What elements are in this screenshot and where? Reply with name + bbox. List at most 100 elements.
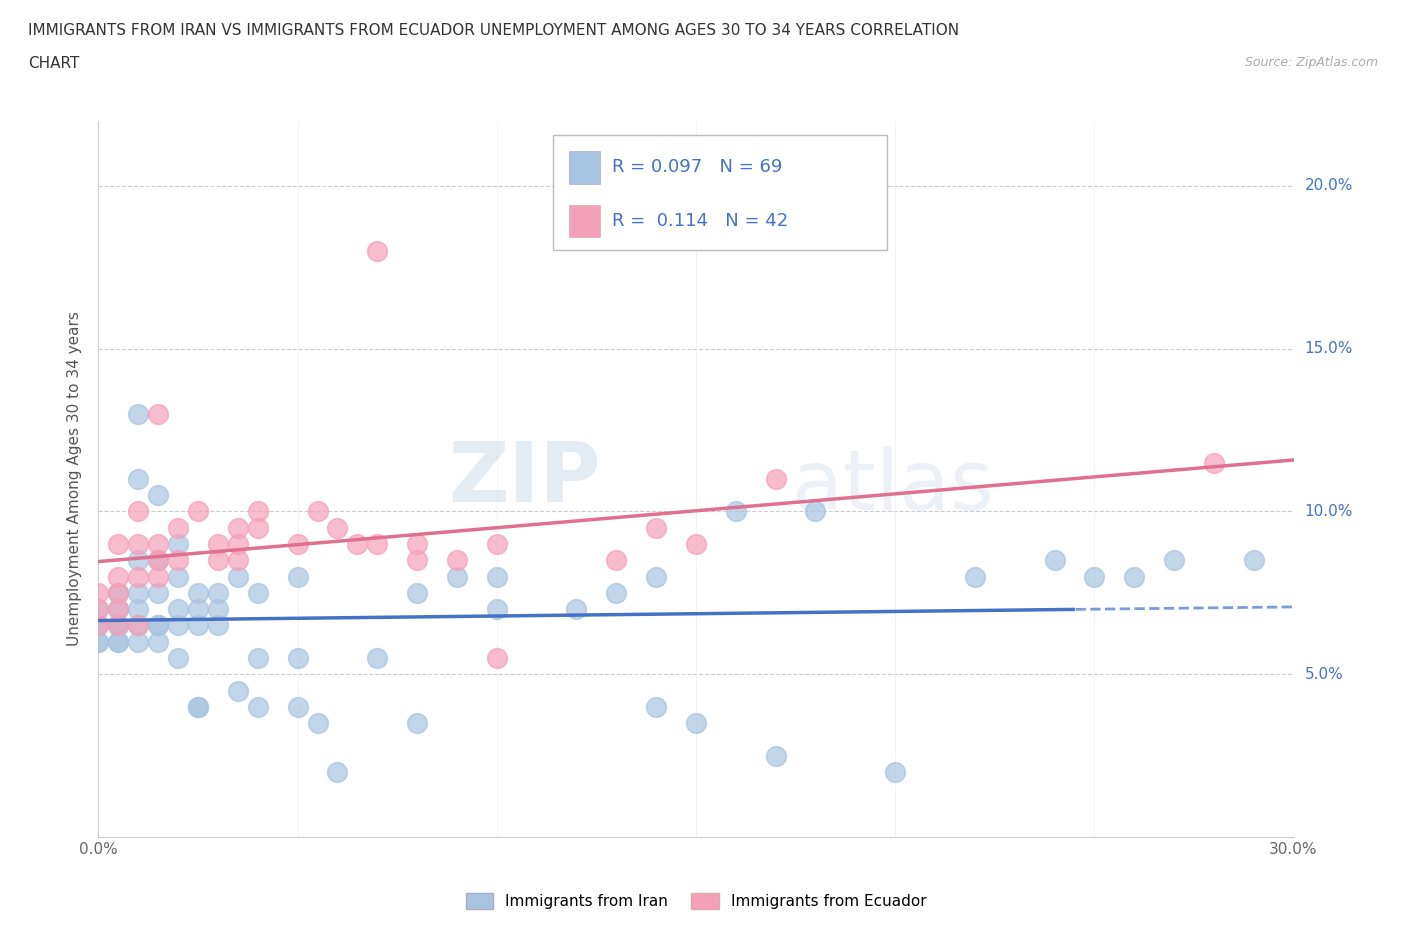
Immigrants from Iran <box>287 699 309 714</box>
Immigrants from Iran <box>127 552 149 567</box>
Immigrants from Ecuador <box>167 552 190 567</box>
Text: 15.0%: 15.0% <box>1305 341 1353 356</box>
Immigrants from Iran <box>326 764 349 779</box>
Immigrants from Ecuador <box>87 586 110 601</box>
Immigrants from Iran <box>1083 569 1105 584</box>
Immigrants from Iran <box>1043 552 1066 567</box>
Immigrants from Ecuador <box>107 602 129 617</box>
Immigrants from Iran <box>107 602 129 617</box>
Immigrants from Ecuador <box>287 537 309 551</box>
Immigrants from Ecuador <box>87 618 110 633</box>
Text: 5.0%: 5.0% <box>1305 667 1343 682</box>
Immigrants from Iran <box>207 586 229 601</box>
Immigrants from Iran <box>765 748 787 763</box>
Immigrants from Ecuador <box>685 537 707 551</box>
Immigrants from Ecuador <box>406 537 429 551</box>
Immigrants from Iran <box>148 586 170 601</box>
Text: 10.0%: 10.0% <box>1305 504 1353 519</box>
Immigrants from Iran <box>107 618 129 633</box>
Immigrants from Ecuador <box>246 504 269 519</box>
Immigrants from Ecuador <box>485 651 508 666</box>
Immigrants from Iran <box>127 634 149 649</box>
Immigrants from Iran <box>226 569 249 584</box>
Immigrants from Iran <box>127 618 149 633</box>
Immigrants from Iran <box>246 586 269 601</box>
Immigrants from Ecuador <box>326 521 349 536</box>
Immigrants from Iran <box>884 764 907 779</box>
Immigrants from Iran <box>107 634 129 649</box>
Immigrants from Iran <box>187 699 209 714</box>
Immigrants from Iran <box>148 552 170 567</box>
Immigrants from Iran <box>107 618 129 633</box>
Immigrants from Iran <box>1163 552 1185 567</box>
Immigrants from Iran <box>485 602 508 617</box>
Immigrants from Iran <box>167 602 190 617</box>
Immigrants from Iran <box>226 683 249 698</box>
Immigrants from Ecuador <box>127 504 149 519</box>
Immigrants from Ecuador <box>107 569 129 584</box>
Immigrants from Iran <box>565 602 588 617</box>
Text: Source: ZipAtlas.com: Source: ZipAtlas.com <box>1244 56 1378 69</box>
Immigrants from Ecuador <box>246 521 269 536</box>
Immigrants from Iran <box>246 651 269 666</box>
Text: R = 0.097   N = 69: R = 0.097 N = 69 <box>612 158 782 177</box>
Text: CHART: CHART <box>28 56 80 71</box>
Immigrants from Ecuador <box>446 552 468 567</box>
Immigrants from Ecuador <box>148 406 170 421</box>
Immigrants from Ecuador <box>366 537 388 551</box>
Immigrants from Iran <box>187 602 209 617</box>
Legend: Immigrants from Iran, Immigrants from Ecuador: Immigrants from Iran, Immigrants from Ec… <box>460 887 932 915</box>
Immigrants from Iran <box>207 602 229 617</box>
Immigrants from Iran <box>167 569 190 584</box>
Immigrants from Iran <box>804 504 827 519</box>
Immigrants from Ecuador <box>366 244 388 259</box>
Immigrants from Ecuador <box>346 537 368 551</box>
Immigrants from Iran <box>645 569 668 584</box>
Immigrants from Ecuador <box>167 521 190 536</box>
Immigrants from Iran <box>148 618 170 633</box>
Immigrants from Ecuador <box>1202 455 1225 470</box>
Immigrants from Iran <box>87 634 110 649</box>
Immigrants from Iran <box>724 504 747 519</box>
Immigrants from Ecuador <box>226 521 249 536</box>
Text: atlas: atlas <box>792 445 993 526</box>
Immigrants from Iran <box>485 569 508 584</box>
Immigrants from Ecuador <box>107 537 129 551</box>
Text: IMMIGRANTS FROM IRAN VS IMMIGRANTS FROM ECUADOR UNEMPLOYMENT AMONG AGES 30 TO 34: IMMIGRANTS FROM IRAN VS IMMIGRANTS FROM … <box>28 23 959 38</box>
Y-axis label: Unemployment Among Ages 30 to 34 years: Unemployment Among Ages 30 to 34 years <box>67 312 83 646</box>
Immigrants from Iran <box>645 699 668 714</box>
Immigrants from Ecuador <box>226 537 249 551</box>
Immigrants from Ecuador <box>148 537 170 551</box>
Immigrants from Iran <box>963 569 986 584</box>
Immigrants from Ecuador <box>107 618 129 633</box>
Immigrants from Ecuador <box>187 504 209 519</box>
Immigrants from Iran <box>207 618 229 633</box>
Immigrants from Iran <box>167 618 190 633</box>
Immigrants from Ecuador <box>148 552 170 567</box>
Immigrants from Iran <box>605 586 627 601</box>
Immigrants from Ecuador <box>127 618 149 633</box>
Immigrants from Iran <box>287 569 309 584</box>
Immigrants from Iran <box>167 537 190 551</box>
Immigrants from Ecuador <box>127 569 149 584</box>
Immigrants from Iran <box>685 716 707 731</box>
Immigrants from Iran <box>446 569 468 584</box>
Immigrants from Iran <box>287 651 309 666</box>
Immigrants from Iran <box>87 634 110 649</box>
Immigrants from Iran <box>107 634 129 649</box>
Immigrants from Iran <box>87 602 110 617</box>
Immigrants from Iran <box>127 406 149 421</box>
Immigrants from Iran <box>127 472 149 486</box>
Immigrants from Iran <box>148 634 170 649</box>
Text: 20.0%: 20.0% <box>1305 179 1353 193</box>
Immigrants from Iran <box>366 651 388 666</box>
Immigrants from Ecuador <box>226 552 249 567</box>
Immigrants from Iran <box>406 586 429 601</box>
Immigrants from Iran <box>187 586 209 601</box>
Immigrants from Iran <box>107 586 129 601</box>
Immigrants from Iran <box>246 699 269 714</box>
Immigrants from Iran <box>87 618 110 633</box>
Immigrants from Ecuador <box>107 586 129 601</box>
Immigrants from Ecuador <box>127 537 149 551</box>
Immigrants from Ecuador <box>406 552 429 567</box>
